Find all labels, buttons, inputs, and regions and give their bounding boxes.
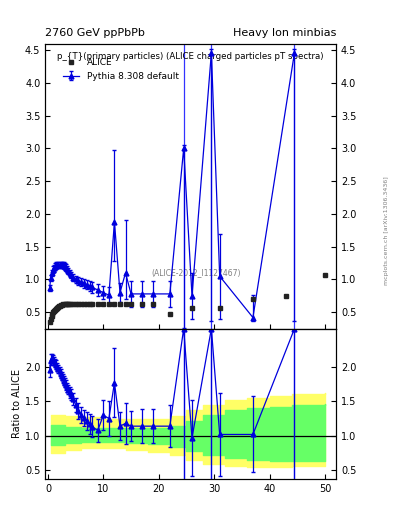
- ALICE: [53, 307, 57, 313]
- Y-axis label: Ratio to ALICE: Ratio to ALICE: [12, 369, 22, 438]
- Legend: ALICE, Pythia 8.308 default: ALICE, Pythia 8.308 default: [61, 57, 180, 83]
- ALICE: [48, 316, 53, 322]
- ALICE: [63, 302, 68, 308]
- ALICE: [56, 304, 61, 310]
- ALICE: [167, 310, 172, 316]
- ALICE: [67, 302, 72, 308]
- ALICE: [190, 305, 195, 311]
- ALICE: [58, 303, 62, 309]
- ALICE: [54, 305, 59, 311]
- ALICE: [151, 302, 156, 308]
- ALICE: [51, 309, 55, 315]
- ALICE: [101, 302, 106, 308]
- ALICE: [284, 293, 288, 299]
- ALICE: [323, 272, 327, 278]
- ALICE: [79, 302, 84, 308]
- ALICE: [64, 302, 69, 308]
- ALICE: [60, 302, 65, 308]
- ALICE: [112, 302, 117, 308]
- ALICE: [68, 302, 73, 308]
- Line: ALICE: ALICE: [48, 272, 327, 325]
- ALICE: [50, 311, 55, 317]
- ALICE: [62, 302, 67, 308]
- ALICE: [73, 302, 78, 308]
- ALICE: [107, 302, 111, 308]
- Text: (ALICE-2012_I1127467): (ALICE-2012_I1127467): [152, 268, 241, 278]
- ALICE: [49, 313, 54, 319]
- ALICE: [90, 302, 95, 308]
- ALICE: [76, 302, 81, 308]
- ALICE: [82, 302, 86, 308]
- ALICE: [53, 306, 58, 312]
- Text: p_{T}(primary particles) (ALICE charged particles pT spectra): p_{T}(primary particles) (ALICE charged …: [57, 52, 324, 61]
- ALICE: [52, 308, 57, 314]
- ALICE: [59, 302, 64, 308]
- ALICE: [61, 302, 66, 308]
- ALICE: [217, 305, 222, 311]
- ALICE: [55, 305, 60, 311]
- ALICE: [118, 302, 122, 308]
- Text: 2760 GeV ppPbPb: 2760 GeV ppPbPb: [45, 28, 145, 38]
- Text: Heavy Ion minbias: Heavy Ion minbias: [233, 28, 336, 38]
- ALICE: [87, 302, 92, 308]
- ALICE: [140, 302, 145, 308]
- ALICE: [251, 296, 255, 302]
- ALICE: [70, 302, 75, 308]
- ALICE: [123, 302, 128, 308]
- ALICE: [66, 302, 70, 308]
- ALICE: [84, 302, 89, 308]
- ALICE: [48, 319, 52, 325]
- Text: mcplots.cern.ch [arXiv:1306.3436]: mcplots.cern.ch [arXiv:1306.3436]: [384, 176, 389, 285]
- ALICE: [129, 302, 133, 308]
- ALICE: [57, 303, 61, 309]
- ALICE: [95, 302, 100, 308]
